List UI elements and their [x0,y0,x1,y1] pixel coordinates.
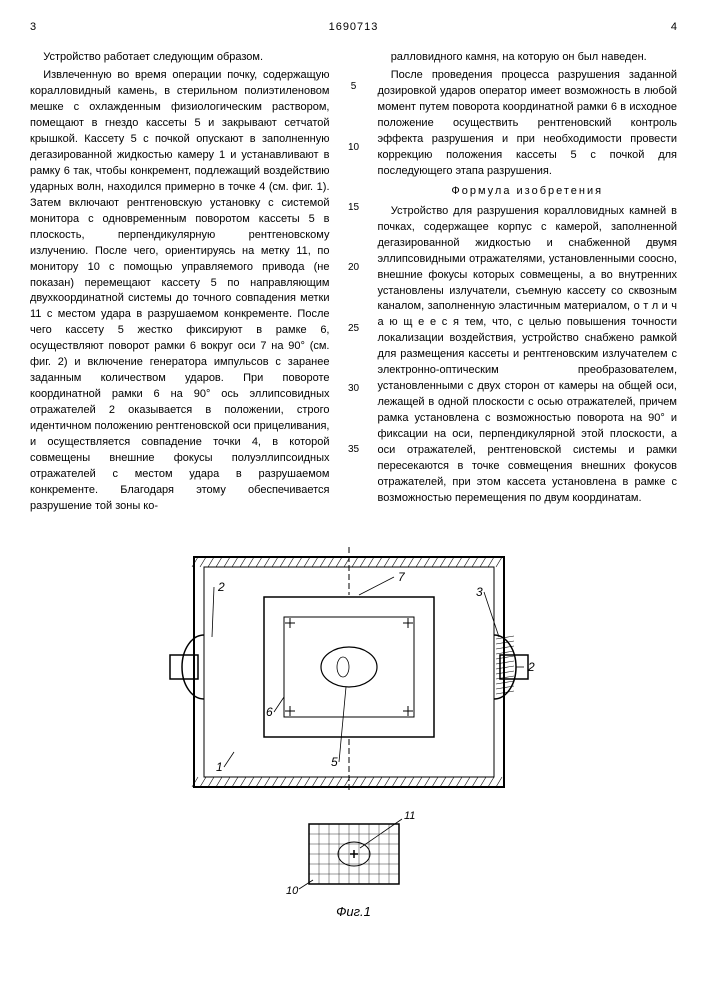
monitor-diagram: 10 11 [284,809,424,899]
svg-text:7: 7 [398,570,406,584]
right-column: ралловидного камня, на которую он был на… [378,50,678,516]
svg-text:11: 11 [404,810,415,822]
patent-number: 1690713 [329,20,379,35]
left-page-num: 3 [30,20,36,35]
figure-area: 2 7 3 2 6 1 5 10 11 Фиг.1 [30,537,677,921]
ln-5: 5 [345,80,363,94]
left-p1: Устройство работает следующим образом. [30,50,330,66]
figure-label: Фиг.1 [30,903,677,921]
text-columns: Устройство работает следующим образом. И… [30,50,677,516]
main-diagram: 2 7 3 2 6 1 5 [164,537,544,797]
right-p2: После проведения процесса разрушения зад… [378,68,678,180]
right-p3: Устройство для разрушения коралловидных … [378,204,678,507]
ln-20: 20 [345,261,363,275]
svg-text:2: 2 [527,660,535,674]
svg-text:5: 5 [331,755,338,769]
ln-15: 15 [345,201,363,215]
svg-text:6: 6 [266,705,273,719]
left-column: Устройство работает следующим образом. И… [30,50,330,516]
svg-text:1: 1 [216,760,223,774]
left-p2: Извлеченную во время операции почку, сод… [30,68,330,514]
ln-30: 30 [345,382,363,396]
page-header: 3 1690713 4 [30,20,677,35]
ln-35: 35 [345,443,363,457]
right-p1: ралловидного камня, на которую он был на… [378,50,678,66]
svg-text:2: 2 [217,580,225,594]
svg-text:3: 3 [476,585,483,599]
ln-25: 25 [345,322,363,336]
formula-title: Формула изобретения [378,184,678,200]
right-page-num: 4 [671,20,677,35]
ln-10: 10 [345,141,363,155]
line-numbers: 5 10 15 20 25 30 35 [345,50,363,516]
svg-text:10: 10 [286,885,299,897]
